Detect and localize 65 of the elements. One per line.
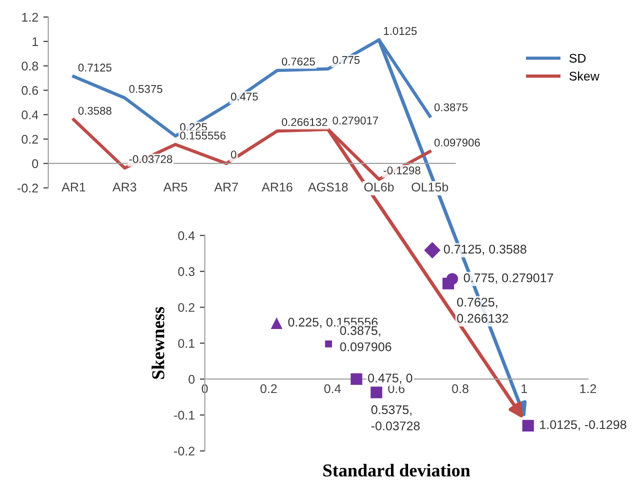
- y-tick-label: 0: [188, 374, 195, 384]
- point: [446, 273, 458, 285]
- x-tick-label: AR7: [214, 182, 238, 192]
- data-label: 1.0125, -0.1298: [540, 420, 626, 431]
- x-tick-label: 1: [522, 384, 527, 394]
- x-tick-label: 0.4: [324, 384, 341, 394]
- data-label: -0.1298: [384, 166, 420, 174]
- data-label: 0.266132: [282, 118, 328, 126]
- x-tick-label: 0.8: [452, 384, 468, 394]
- data-label: 0.7125, 0.3588: [444, 244, 526, 256]
- data-label: 0.3875: [434, 103, 468, 112]
- data-label: 0.475, 0: [368, 374, 412, 384]
- point: [270, 317, 282, 330]
- y-tick-label: 1: [32, 37, 38, 46]
- data-label: 0.475: [230, 92, 258, 101]
- x-tick-label: AR3: [112, 182, 136, 192]
- legend-label: Skew: [569, 71, 600, 81]
- x-tick-label: AR1: [62, 182, 86, 192]
- y-tick-label: -0.1: [174, 410, 194, 420]
- data-label: 0.5375: [129, 85, 162, 93]
- data-label: 0.5375, -0.03728: [371, 405, 420, 430]
- x-tick-label: AR5: [163, 182, 188, 192]
- y-tick-label: -0.2: [18, 184, 38, 193]
- point: [325, 340, 332, 348]
- data-label: 1.0125: [384, 27, 417, 35]
- y-tick-label: -0.2: [174, 446, 194, 456]
- y-tick-label: 0.4: [178, 231, 195, 240]
- y-axis-title: Skewness: [152, 307, 164, 379]
- x-tick-label: OL6b: [364, 182, 394, 192]
- x-tick-label: 1.2: [580, 384, 596, 394]
- data-label: 0.097906: [434, 138, 480, 147]
- x-tick-label: OL15b: [412, 182, 448, 192]
- x-tick-label: 0.6: [388, 384, 405, 394]
- point: [424, 242, 441, 258]
- x-tick-label: 0: [202, 384, 208, 394]
- data-label: 0: [230, 150, 236, 158]
- data-label: 0.7125: [78, 64, 112, 72]
- y-tick-label: 0: [32, 159, 38, 168]
- point: [350, 373, 362, 385]
- y-tick-label: 0.8: [22, 62, 38, 70]
- y-tick-label: 0.3: [178, 267, 195, 276]
- point: [522, 420, 534, 432]
- data-label: -0.03728: [129, 155, 172, 164]
- data-label: 0.3588: [78, 106, 112, 115]
- y-tick-label: 1.2: [22, 12, 38, 22]
- y-tick-label: 0.1: [178, 338, 194, 348]
- data-label: 0.7625, 0.266132: [457, 298, 508, 323]
- x-axis-title: Standard deviation: [323, 464, 470, 477]
- legend-label: SD: [569, 54, 586, 63]
- x-tick-label: AR16: [262, 182, 292, 192]
- y-tick-label: 0.2: [22, 134, 38, 144]
- data-label: 0.225: [180, 123, 207, 132]
- data-label: 0.225, 0.155556: [288, 318, 378, 328]
- y-tick-label: 0.2: [178, 303, 194, 312]
- data-label: 0.775: [332, 56, 360, 64]
- data-label: 0.155556: [180, 132, 226, 140]
- y-tick-label: 0.6: [22, 86, 38, 95]
- data-label: 0.7625: [282, 58, 315, 66]
- data-label: 0.279017: [332, 116, 378, 124]
- point: [370, 386, 382, 398]
- y-tick-label: 0.4: [22, 110, 38, 120]
- x-tick-label: 0.2: [260, 384, 277, 394]
- x-tick-label: AGS18: [308, 182, 348, 192]
- data-label: 0.775, 0.279017: [464, 273, 554, 284]
- data-label: 0.3875, 0.097906: [340, 326, 392, 352]
